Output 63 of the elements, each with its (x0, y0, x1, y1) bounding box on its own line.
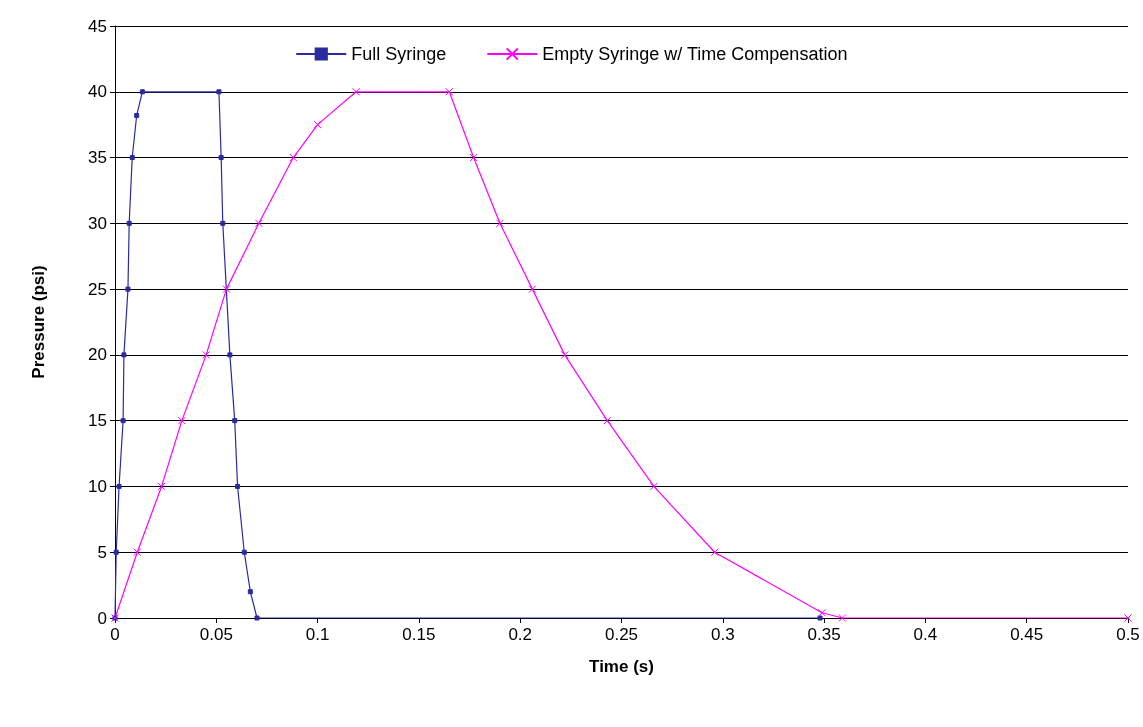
x-axis-title: Time (s) (589, 657, 654, 676)
point (129, 155, 135, 161)
y-tick-label: 15 (88, 411, 107, 431)
point (603, 416, 612, 425)
point (235, 483, 241, 489)
y-tick-label: 20 (88, 345, 107, 365)
x-tick-label: 0.25 (604, 625, 639, 644)
point (241, 549, 247, 555)
y-tick-label: 35 (88, 148, 107, 168)
point (218, 155, 224, 161)
point (254, 615, 260, 621)
point (227, 352, 233, 358)
point (817, 615, 823, 621)
y-tick-label: 30 (88, 213, 107, 233)
y-axis-title: Pressure (psi) (29, 265, 48, 379)
point (222, 285, 231, 294)
point (649, 482, 658, 491)
x-tick-label: 0.45 (1010, 625, 1044, 644)
point (134, 112, 140, 118)
x-tick-label: 0.4 (913, 625, 938, 644)
point (216, 89, 222, 95)
point (120, 418, 126, 424)
point (139, 89, 145, 95)
x-tick-label: 0.3 (710, 625, 735, 644)
x-tick-label: 0.2 (508, 625, 533, 644)
x-tick-label: 0.05 (199, 625, 233, 644)
y-tick-label: 5 (97, 542, 107, 562)
point (247, 589, 253, 595)
x-tick-label: 0 (110, 625, 120, 644)
x-tick-label: 0.1 (305, 625, 330, 644)
point (116, 483, 122, 489)
point (121, 352, 127, 358)
point (289, 153, 298, 162)
point (125, 286, 131, 292)
point (352, 87, 361, 96)
point (560, 350, 569, 359)
point (126, 220, 132, 226)
point (254, 219, 263, 228)
point (313, 120, 322, 129)
y-tick-label: 10 (88, 476, 107, 496)
point (133, 548, 142, 557)
point (818, 608, 827, 617)
point (232, 418, 238, 424)
point (469, 153, 478, 162)
x-tick-label: 0.15 (402, 625, 436, 644)
point (177, 416, 186, 425)
point (528, 285, 537, 294)
y-tick-label: 0 (97, 608, 107, 628)
point (495, 219, 504, 228)
point (445, 87, 454, 96)
x-tick-label: 0.35 (807, 625, 841, 644)
y-tick-label: 45 (88, 16, 107, 36)
point (202, 350, 211, 359)
point (220, 220, 226, 226)
legend-label: Empty Syringe w/ Time Compensation (542, 44, 848, 64)
point (838, 614, 847, 622)
y-tick-label: 40 (88, 82, 107, 102)
point (113, 549, 119, 555)
x-tick-label: 0.5 (1116, 625, 1140, 644)
y-tick-label: 25 (88, 279, 107, 299)
point (157, 482, 166, 491)
point (710, 548, 719, 557)
legend-label: Full Syringe (351, 44, 447, 64)
